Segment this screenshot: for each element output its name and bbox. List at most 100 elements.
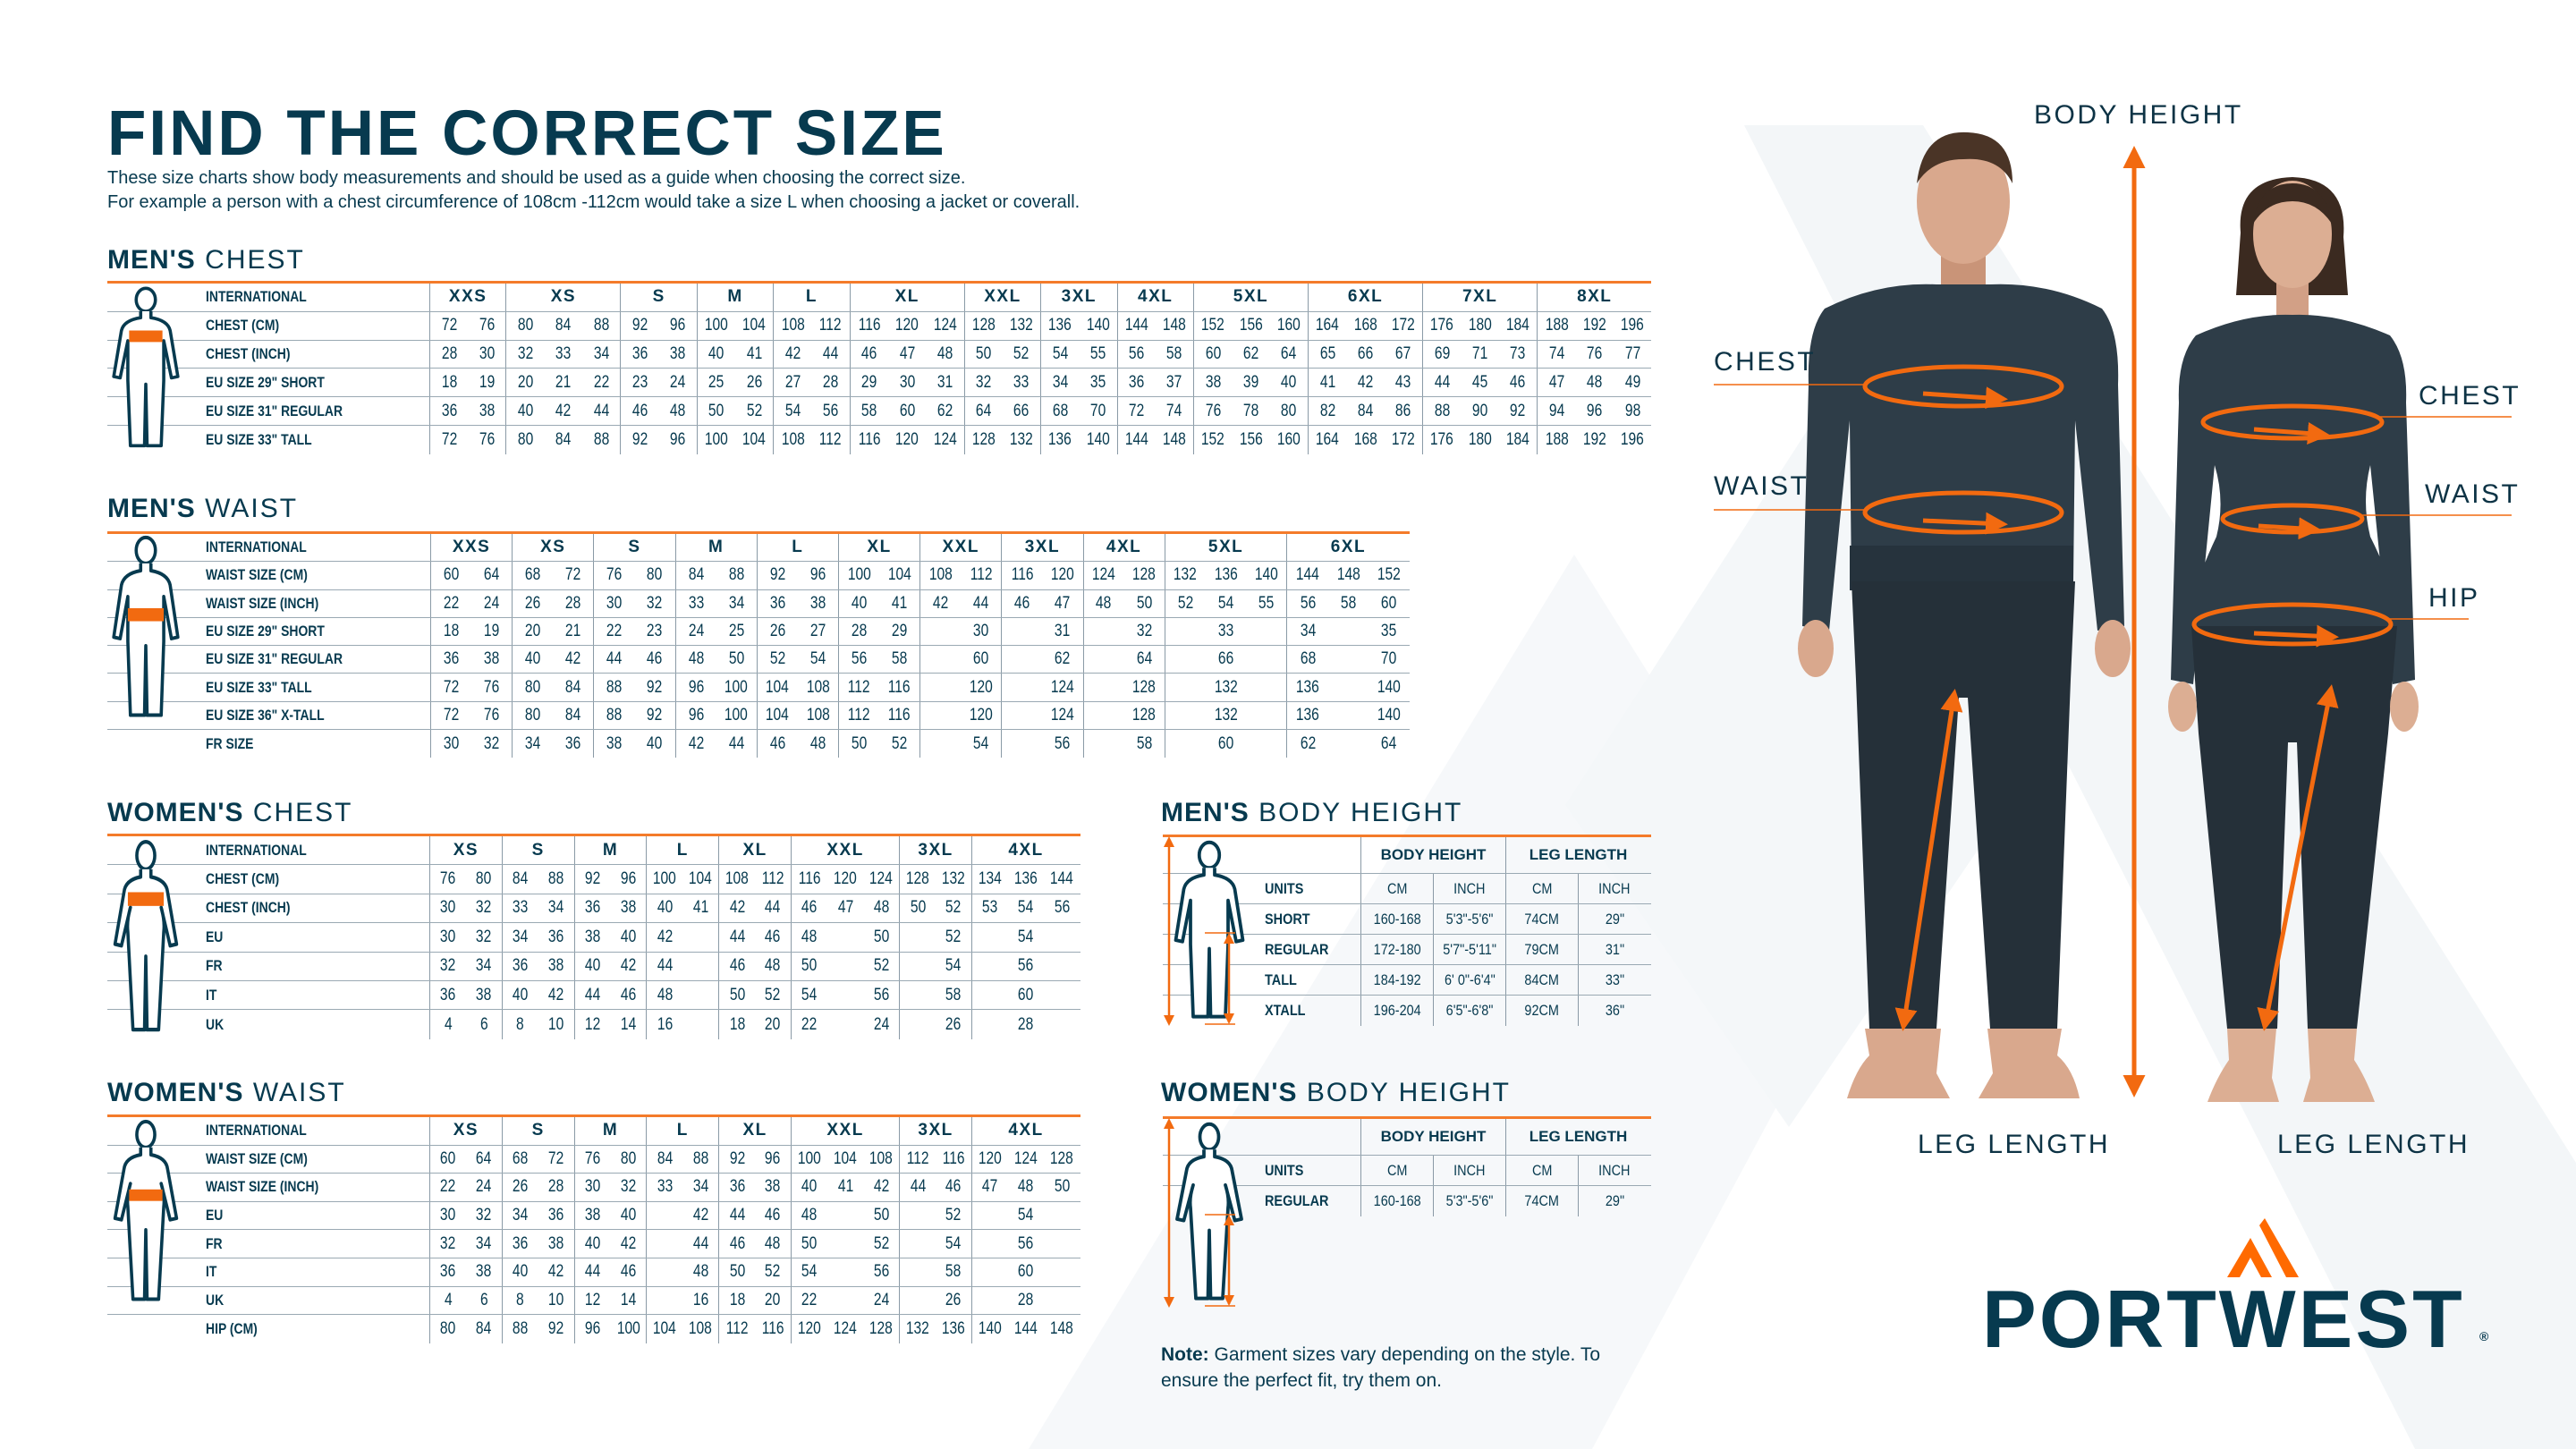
cell-value: 60 — [973, 649, 989, 669]
table-cell: 50 — [1044, 1177, 1080, 1197]
table-cell: 32 — [466, 1206, 502, 1225]
table-cell: 50 — [792, 1234, 827, 1254]
cell-value: 76 — [440, 869, 456, 889]
cell-value: 20 — [517, 372, 534, 392]
table-cell: 108 — [863, 1149, 899, 1169]
cell-value: 34 — [547, 898, 564, 918]
size-group-l: 104 108 — [756, 701, 838, 730]
cell-value: 56 — [1054, 898, 1070, 918]
size-group-l: 42 44 — [773, 340, 849, 369]
table-cell — [900, 986, 936, 1005]
table-row: CHEST (INCH) 28 30 32 33 34 36 38 40 41 42 44 46 47 48… — [107, 340, 1651, 369]
cell-value: 184-192 — [1373, 970, 1421, 988]
table-cell: 116 — [851, 430, 888, 450]
cell-value: 52 — [873, 1233, 889, 1253]
cell-value: 48 — [688, 649, 704, 669]
cell-value: 53 — [982, 898, 998, 918]
cell-value: 188 — [1545, 316, 1569, 335]
table-cell: 27 — [798, 622, 838, 641]
table-cell: 54 — [1008, 1206, 1044, 1225]
table-cell: 88 — [1423, 402, 1461, 421]
table-cell: 38 — [538, 1234, 574, 1254]
table-row: EU SIZE 31" REGULAR 36 38 40 42 44 46 48 50 52 54 5… — [107, 646, 1410, 674]
cell-value: 44 — [584, 985, 601, 1004]
size-group-3xl: 62 — [1001, 646, 1082, 674]
size-group-4xl: 144 148 — [1116, 311, 1193, 340]
table-cell: 176 — [1423, 316, 1461, 335]
table-cell: 104 — [682, 869, 718, 889]
table-cell: 100 — [716, 706, 757, 725]
table-cell: 25 — [716, 622, 757, 641]
table-cell: 132 — [900, 1319, 936, 1339]
cell-value: 90 — [1471, 401, 1488, 420]
table-cell: 20 — [513, 622, 553, 641]
row-label: EU SIZE 33" TALL — [107, 426, 429, 454]
size-group-xs: 68 72 — [512, 562, 593, 589]
table-cell: 35 — [1079, 373, 1116, 393]
table-cell: 38 — [466, 986, 502, 1005]
table-cell: 120 — [792, 1319, 827, 1339]
table-cell: 132 — [1003, 316, 1040, 335]
row-label: CHEST (CM) — [107, 865, 429, 893]
table-cell — [972, 956, 1008, 976]
table-cell: 50 — [863, 1206, 899, 1225]
cell-value: 50 — [801, 956, 818, 976]
row-label-text: WAIST SIZE (CM) — [206, 566, 308, 584]
cell-value: 37 — [1166, 372, 1182, 392]
cell-value: 52 — [945, 927, 962, 946]
cell-value: 22 — [440, 1177, 456, 1197]
size-group-6xl: 34 35 — [1286, 617, 1409, 646]
cell-value: 56 — [822, 401, 839, 420]
unit-text: INCH — [1598, 1161, 1631, 1179]
cell-value: 32 — [440, 956, 456, 976]
table-cell: 20 — [755, 1291, 791, 1310]
table-cell: 108 — [774, 430, 811, 450]
row-label: FR SIZE — [107, 730, 430, 758]
cell-value: 6' 0"-6'4" — [1444, 970, 1496, 988]
table-cell: 5'3"-5'6" — [1433, 1186, 1505, 1216]
table-cell: 40 — [503, 1262, 538, 1282]
unit-text: INCH — [1453, 1161, 1486, 1179]
table-cell: 92 — [538, 1319, 574, 1339]
cell-value: 41 — [1319, 372, 1335, 392]
table-cell: 128 — [1124, 678, 1165, 698]
body-height-row: REGULAR 172-180 5'7"-5'11" 79CM 31" — [1163, 935, 1651, 965]
cell-value: 29" — [1605, 1192, 1624, 1209]
size-group-4xl: 28 — [970, 1010, 1080, 1039]
table-cell: 42 — [545, 402, 582, 421]
table-cell — [1002, 678, 1042, 698]
table-cell — [1328, 706, 1368, 725]
cell-value: 20 — [765, 1014, 781, 1034]
table-cell: 54 — [798, 649, 838, 669]
size-group-l: 40 41 — [646, 894, 718, 923]
table-cell: 74 — [1156, 402, 1193, 421]
cell-value: 44 — [729, 1206, 745, 1225]
table-cell: 116 — [879, 706, 919, 725]
cell-value: 30 — [479, 343, 495, 363]
size-group-s: 22 23 — [593, 617, 674, 646]
cell-value: 136 — [1296, 705, 1320, 724]
table-cell: 112 — [811, 316, 849, 335]
table-cell: 50 — [839, 734, 879, 754]
table-cell: 33 — [676, 594, 716, 614]
table-cell: 66 — [1206, 649, 1246, 669]
table-cell: 58 — [1328, 594, 1368, 614]
table-cell: 132 — [936, 869, 971, 889]
cell-value: 48 — [801, 927, 818, 946]
cell-value: 128 — [971, 316, 996, 335]
cell-value: 144 — [1296, 565, 1320, 585]
cell-value: 24 — [483, 593, 500, 613]
table-cell: 44 — [1423, 373, 1461, 393]
size-group-m: 96 100 — [674, 701, 757, 730]
size-group-m: 76 80 — [573, 1145, 647, 1174]
table-cell — [1328, 649, 1368, 669]
table-cell: 124 — [863, 869, 899, 889]
cell-value: 92 — [647, 705, 663, 724]
size-group-6xl: 164 168 172 — [1308, 311, 1422, 340]
table-cell: 42 — [920, 594, 961, 614]
cell-value: 33 — [1217, 622, 1234, 641]
unit-cell: INCH — [1578, 1156, 1650, 1185]
row-label: REGULAR — [1163, 1186, 1360, 1216]
cell-value: 14 — [620, 1290, 637, 1309]
table-cell: 104 — [758, 678, 798, 698]
